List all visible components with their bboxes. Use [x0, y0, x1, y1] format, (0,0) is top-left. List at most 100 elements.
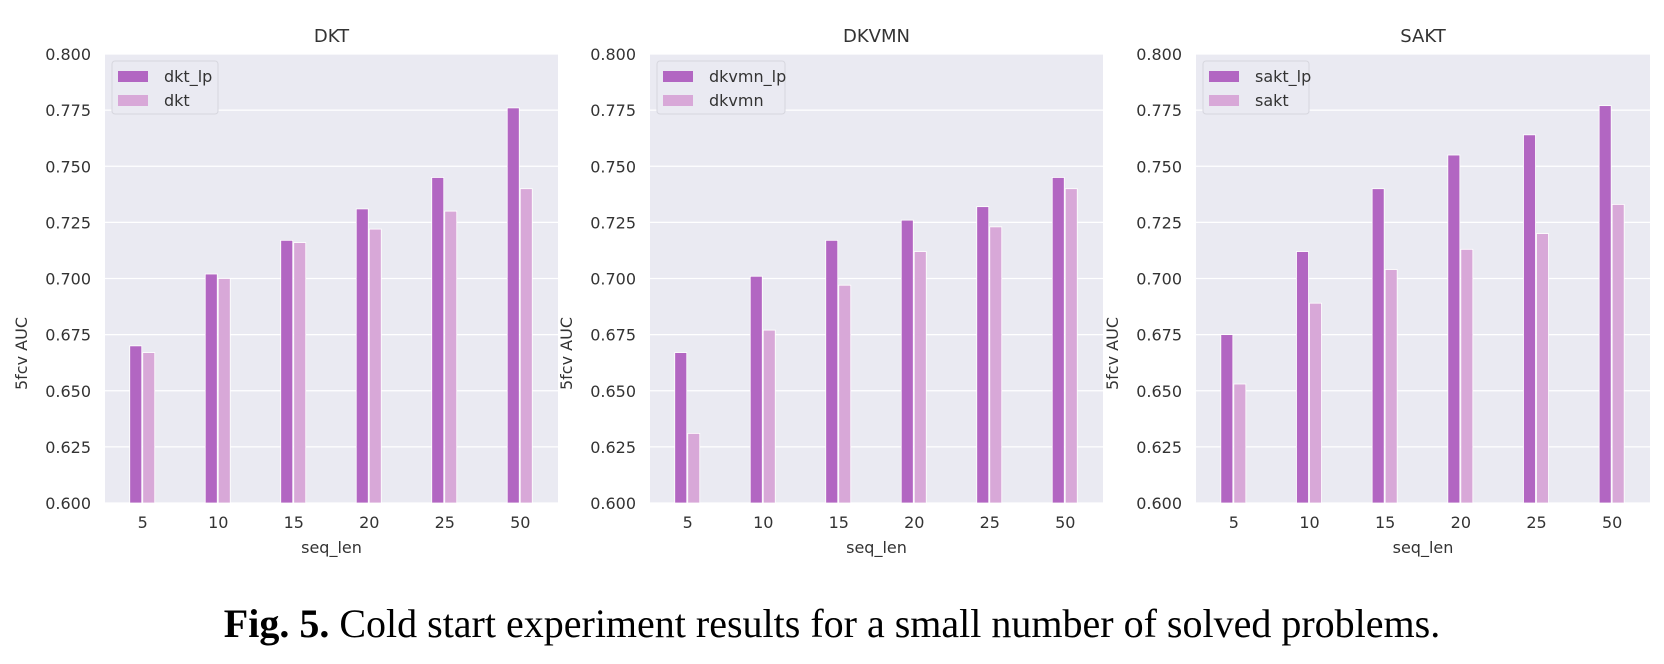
- bar-dkt_lp-5: [129, 345, 143, 504]
- figure: 0.600 0.625 0.650 0.675 0.700 0.725 0.750 0.775…: [12, 26, 1650, 558]
- y-tick-label: 0.700: [1136, 270, 1182, 289]
- y-tick-label: 0.700: [590, 270, 636, 289]
- x-tick-label: 15: [829, 513, 849, 532]
- bar-dkvmn_lp-50: [1051, 177, 1065, 504]
- y-tick-label: 0.775: [45, 101, 91, 120]
- y-tick-label: 0.750: [590, 157, 636, 176]
- y-tick-label: 0.600: [45, 494, 91, 513]
- figure-caption: Fig. 5. Cold start experiment results fo…: [0, 600, 1664, 648]
- bar-dkt-15: [293, 242, 307, 504]
- y-tick-label: 0.675: [590, 326, 636, 345]
- legend-swatch-sakt_lp: [1209, 71, 1239, 82]
- y-tick-label: 0.800: [590, 45, 636, 64]
- x-tick-label: 50: [510, 513, 530, 532]
- legend-label-dkt: dkt: [164, 91, 190, 110]
- bar-dkvmn-25: [989, 226, 1003, 504]
- y-tick-label: 0.600: [590, 494, 636, 513]
- legend-label-sakt: sakt: [1255, 91, 1289, 110]
- bar-dkt-20: [368, 228, 382, 504]
- y-tick-label: 0.650: [45, 382, 91, 401]
- caption-label: Fig. 5.: [223, 601, 330, 646]
- legend-swatch-dkt: [118, 95, 148, 106]
- y-tick-label: 0.625: [1136, 438, 1182, 457]
- bar-dkvmn_lp-15: [825, 239, 839, 504]
- chart-title: DKVMN: [843, 26, 910, 47]
- legend-swatch-dkt_lp: [118, 71, 148, 82]
- x-tick-label: 10: [208, 513, 228, 532]
- y-tick-label: 0.800: [1136, 45, 1182, 64]
- bar-dkvmn_lp-20: [900, 219, 914, 504]
- y-tick-label: 0.775: [1136, 101, 1182, 120]
- y-tick-label: 0.650: [590, 382, 636, 401]
- bar-sakt-20: [1460, 248, 1474, 504]
- bar-sakt-10: [1309, 302, 1322, 504]
- bar-sakt_lp-10: [1296, 251, 1309, 504]
- x-tick-label: 20: [904, 513, 924, 532]
- bar-dkt-10: [217, 278, 231, 504]
- bar-sakt-50: [1611, 204, 1625, 504]
- bar-sakt-15: [1384, 269, 1398, 504]
- x-tick-label: 5: [138, 513, 148, 532]
- bar-dkt-5: [142, 352, 156, 504]
- bar-sakt_lp-50: [1598, 105, 1612, 504]
- bar-dkvmn-10: [762, 329, 776, 504]
- y-tick-label: 0.725: [590, 213, 636, 232]
- bar-sakt_lp-5: [1220, 334, 1234, 504]
- y-tick-label: 0.775: [590, 101, 636, 120]
- bar-dkt-50: [519, 188, 533, 504]
- legend-label-sakt_lp: sakt_lp: [1255, 67, 1311, 87]
- y-axis-label: 5fcv AUC: [1103, 317, 1122, 390]
- y-tick-label: 0.675: [1136, 326, 1182, 345]
- x-axis-label: seq_len: [301, 538, 362, 558]
- legend-label-dkvmn_lp: dkvmn_lp: [709, 67, 786, 87]
- x-tick-label: 15: [1375, 513, 1395, 532]
- chart-title: SAKT: [1400, 26, 1446, 47]
- x-axis-label: seq_len: [1393, 538, 1454, 558]
- bar-dkt-25: [444, 210, 458, 504]
- x-tick-label: 50: [1602, 513, 1622, 532]
- y-tick-label: 0.675: [45, 326, 91, 345]
- y-tick-label: 0.625: [590, 438, 636, 457]
- bar-sakt-5: [1233, 383, 1247, 504]
- legend-label-dkvmn: dkvmn: [709, 91, 764, 110]
- x-axis-label: seq_len: [846, 538, 907, 558]
- x-tick-label: 5: [1229, 513, 1239, 532]
- y-tick-label: 0.800: [45, 45, 91, 64]
- x-tick-label: 10: [1299, 513, 1319, 532]
- bar-dkvmn-15: [838, 284, 852, 504]
- y-tick-label: 0.625: [45, 438, 91, 457]
- bar-dkvmn-20: [913, 251, 927, 504]
- y-axis-label: 5fcv AUC: [12, 317, 31, 390]
- y-axis-label: 5fcv AUC: [557, 317, 576, 390]
- bar-dkt_lp-10: [204, 273, 218, 504]
- bar-dkvmn_lp-25: [976, 206, 990, 504]
- y-tick-label: 0.750: [45, 157, 91, 176]
- y-tick-label: 0.750: [1136, 157, 1182, 176]
- caption-text: Cold start experiment results for a smal…: [329, 601, 1441, 646]
- x-tick-label: 20: [1451, 513, 1471, 532]
- y-tick-label: 0.650: [1136, 382, 1182, 401]
- y-tick-label: 0.725: [1136, 213, 1182, 232]
- y-tick-label: 0.600: [1136, 494, 1182, 513]
- x-tick-label: 25: [1526, 513, 1546, 532]
- bar-dkvmn-5: [687, 433, 701, 504]
- x-tick-label: 5: [683, 513, 693, 532]
- x-tick-label: 20: [359, 513, 379, 532]
- legend-swatch-dkvmn: [663, 95, 693, 106]
- legend-swatch-dkvmn_lp: [663, 71, 693, 82]
- legend-swatch-sakt: [1209, 95, 1239, 106]
- legend-label-dkt_lp: dkt_lp: [164, 67, 212, 87]
- bar-dkt_lp-50: [506, 107, 520, 504]
- y-tick-label: 0.725: [45, 213, 91, 232]
- chart-title: DKT: [314, 26, 350, 47]
- bar-dkvmn_lp-10: [749, 275, 763, 504]
- bar-sakt_lp-15: [1371, 188, 1385, 504]
- bar-dkvmn_lp-5: [674, 352, 688, 504]
- y-tick-label: 0.700: [45, 270, 91, 289]
- bar-sakt_lp-25: [1523, 134, 1536, 504]
- x-tick-label: 50: [1055, 513, 1075, 532]
- bar-dkvmn-50: [1064, 188, 1078, 504]
- x-tick-label: 10: [753, 513, 773, 532]
- bar-dkt_lp-20: [355, 208, 369, 504]
- bar-sakt_lp-20: [1447, 154, 1461, 504]
